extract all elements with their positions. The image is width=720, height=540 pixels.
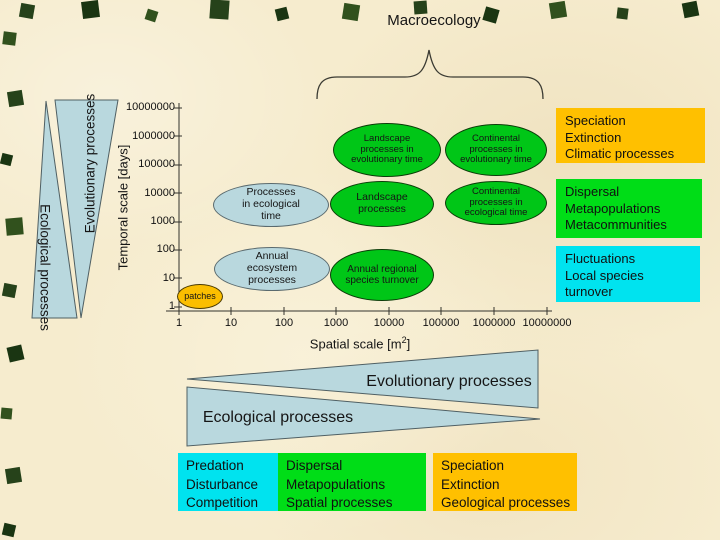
y-tick-label: 1000 bbox=[150, 215, 175, 227]
ellipse-processes-ecological-time: Processes in ecological time bbox=[213, 183, 329, 227]
ellipse-annual-regional: Annual regional species turnover bbox=[330, 249, 434, 301]
ellipse-annual-regional-label: Annual regional species turnover bbox=[345, 263, 419, 286]
bottom-wedge-ecological bbox=[186, 386, 541, 447]
x-tick-label: 10 bbox=[224, 317, 238, 329]
ellipse-processes-ecological-time-label: Processes in ecological time bbox=[242, 186, 300, 222]
x-axis-title-text: Spatial scale [m bbox=[309, 336, 402, 352]
legend-box-speciation: Speciation Extinction Climatic processes bbox=[556, 108, 705, 163]
y-tick-label: 1000000 bbox=[132, 130, 175, 142]
y-tick-label: 10 bbox=[162, 272, 175, 284]
y-tick-label: 100000 bbox=[138, 158, 175, 170]
ellipse-landscape-processes: Landscape processes bbox=[330, 181, 434, 227]
x-tick-label: 10000000 bbox=[522, 317, 572, 329]
bottom-wedge-evolutionary-label: Evolutionary processes bbox=[366, 373, 532, 390]
overbrace-shape bbox=[316, 49, 544, 100]
ellipse-annual-ecosystem: Annual ecosystem processes bbox=[214, 247, 330, 291]
ellipse-continental-evolutionary-label: Continental processes in evolutionary ti… bbox=[460, 132, 532, 166]
y-tick-label: 10000 bbox=[144, 187, 175, 199]
x-tick-label: 1000 bbox=[323, 317, 349, 329]
left-wedge-ecological-label: Ecological processes bbox=[37, 204, 53, 331]
ellipse-landscape-processes-label: Landscape processes bbox=[356, 191, 408, 215]
ellipse-landscape-evolutionary: Landscape processes in evolutionary time bbox=[333, 123, 441, 177]
ellipse-continental-ecological: Continental processes in ecological time bbox=[445, 181, 547, 225]
legend-box-dispersal: Dispersal Metapopulations Metacommunitie… bbox=[556, 179, 702, 238]
x-tick-label: 1 bbox=[175, 317, 183, 329]
left-wedge-evolutionary bbox=[54, 99, 119, 319]
x-axis-title-end: ] bbox=[406, 336, 411, 352]
left-wedge-ecological bbox=[31, 100, 78, 319]
axes-lines bbox=[166, 103, 552, 315]
legend-box-speciation-geological: Speciation Extinction Geological process… bbox=[433, 453, 577, 511]
ellipse-landscape-evolutionary-label: Landscape processes in evolutionary time bbox=[351, 132, 423, 166]
ellipse-patches-label: patches bbox=[184, 291, 216, 302]
y-axis-title: Temporal scale [days] bbox=[115, 144, 131, 271]
ellipse-annual-ecosystem-label: Annual ecosystem processes bbox=[246, 250, 298, 286]
ellipse-continental-ecological-label: Continental processes in ecological time bbox=[464, 185, 528, 219]
page-title: Macroecology bbox=[387, 12, 481, 29]
ellipse-continental-evolutionary: Continental processes in evolutionary ti… bbox=[445, 124, 547, 176]
x-tick-label: 100 bbox=[274, 317, 294, 329]
legend-box-predation: Predation Disturbance Competition bbox=[178, 453, 278, 511]
x-axis-title: Spatial scale [m2] bbox=[260, 335, 460, 351]
bottom-wedge-evolutionary bbox=[186, 349, 539, 409]
x-axis-title-sup: 2 bbox=[401, 335, 407, 345]
ellipse-patches: patches bbox=[177, 284, 223, 309]
legend-box-fluctuations: Fluctuations Local species turnover bbox=[556, 246, 700, 302]
y-tick-label: 10000000 bbox=[126, 101, 175, 113]
y-tick-label: 100 bbox=[156, 243, 175, 255]
legend-box-dispersal-spatial: Dispersal Metapopulations Spatial proces… bbox=[278, 453, 426, 511]
x-tick-label: 1000000 bbox=[472, 317, 516, 329]
x-tick-label: 100000 bbox=[422, 317, 460, 329]
bottom-wedge-ecological-label: Ecological processes bbox=[202, 409, 354, 426]
x-tick-label: 10000 bbox=[373, 317, 405, 329]
y-tick-label: 1 bbox=[168, 300, 175, 312]
